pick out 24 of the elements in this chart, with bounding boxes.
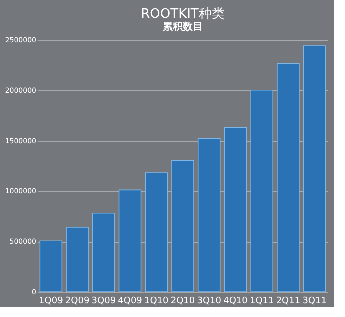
bar (118, 190, 142, 292)
x-tick-label: 1Q10 (144, 296, 170, 306)
x-tick-label: 3Q10 (197, 296, 222, 306)
bar (66, 227, 89, 292)
bar (145, 172, 168, 292)
x-tick-label: 2Q09 (65, 296, 90, 306)
x-tick-label: 1Q09 (39, 296, 64, 306)
bar (172, 160, 194, 292)
chart-title: ROOTKIT种类 (141, 7, 225, 22)
bar (250, 90, 274, 292)
x-tick-label: 3Q09 (92, 296, 116, 306)
bar (224, 127, 248, 292)
x-tick-label: 2Q10 (170, 296, 196, 306)
x-tick-label: 1Q11 (250, 296, 274, 306)
x-tick-label: 4Q10 (224, 296, 248, 306)
bar (40, 240, 63, 292)
x-tick-label: 4Q09 (118, 296, 143, 306)
chart-subtitle: 累积数目 (162, 21, 203, 33)
bar (198, 138, 221, 292)
bar (277, 63, 300, 292)
bar (303, 46, 326, 292)
x-tick-label: 2Q11 (276, 296, 301, 306)
x-tick-label: 3Q11 (302, 296, 327, 306)
bar (92, 212, 116, 292)
